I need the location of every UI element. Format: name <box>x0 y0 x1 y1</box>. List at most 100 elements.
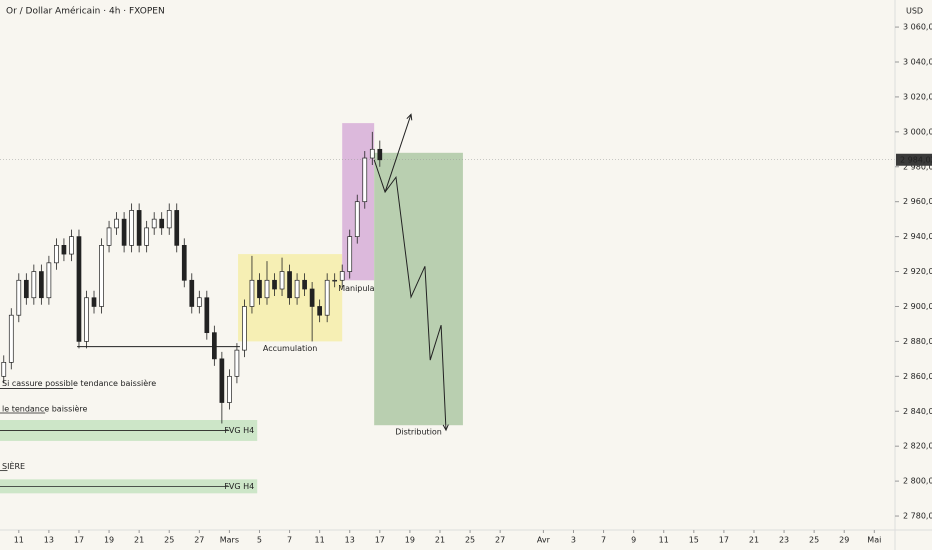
x-tick-label: 11 <box>14 536 24 545</box>
zone-label: Distribution <box>395 428 442 437</box>
candle-body <box>294 279 300 299</box>
y-tick-label: 2 820,00 <box>903 442 932 451</box>
candle-body <box>242 306 247 351</box>
y-tick-label: 2 780,00 <box>903 512 932 521</box>
y-tick-label: 3 040,00 <box>903 57 932 66</box>
x-tick-label: 29 <box>839 536 849 545</box>
level-label: SIÈRE <box>2 460 25 471</box>
candle-body <box>121 218 127 246</box>
candle-body <box>287 271 292 299</box>
candle-body <box>377 148 383 161</box>
y-unit: USD <box>906 7 923 16</box>
candle-body <box>106 227 112 246</box>
candle-body <box>69 236 74 255</box>
candle-body <box>174 210 180 246</box>
candle-body <box>114 218 119 229</box>
candle-body <box>219 358 225 403</box>
candle-body <box>369 148 375 159</box>
candle-body <box>31 271 37 299</box>
zone <box>374 152 463 426</box>
candle-body <box>362 157 368 203</box>
x-tick-label: 17 <box>719 536 729 545</box>
y-tick-label: 2 840,00 <box>903 407 932 416</box>
candle-body <box>272 279 277 290</box>
zone-label: Accumulation <box>263 344 318 353</box>
y-tick-label: 2 880,00 <box>903 337 932 346</box>
candle-body <box>8 314 14 363</box>
x-tick-label: Mai <box>867 536 881 545</box>
candle-body <box>196 297 202 307</box>
x-tick-label: 17 <box>74 536 84 545</box>
candle-body <box>16 279 22 316</box>
last-price-tag <box>896 153 932 166</box>
candle-body <box>1 362 7 377</box>
zone-label: FVG H4 <box>224 482 254 491</box>
candle-body <box>76 236 82 342</box>
x-tick-label: 21 <box>435 536 445 545</box>
candle-body <box>339 271 345 281</box>
y-tick-label: 3 060,00 <box>903 23 932 32</box>
x-tick-label: 17 <box>375 536 385 545</box>
candle-body <box>136 210 142 246</box>
candle-body <box>166 210 172 229</box>
x-tick-label: 7 <box>287 536 292 545</box>
x-tick-label: 19 <box>104 536 114 545</box>
chart-title: Or / Dollar Américain · 4h · FXOPEN <box>6 6 165 17</box>
x-tick-label: 9 <box>631 536 636 545</box>
x-tick-label: 25 <box>809 536 819 545</box>
y-tick-label: 2 900,00 <box>903 302 932 311</box>
y-tick-label: 2 980,00 <box>903 162 932 171</box>
candle-body <box>211 332 217 360</box>
candle-body <box>144 227 150 246</box>
x-tick-label: 13 <box>44 536 54 545</box>
x-tick-label: 3 <box>571 536 576 545</box>
y-tick-label: 2 800,00 <box>903 477 932 486</box>
candle-body <box>264 279 270 299</box>
y-tick-label: 2 920,00 <box>903 267 932 276</box>
candle-body <box>151 218 157 229</box>
breakout-line <box>384 114 412 193</box>
breakout-arrowhead <box>406 113 413 121</box>
candle-body <box>257 279 262 299</box>
projection-arrowhead <box>442 424 449 432</box>
candle-body <box>23 279 29 299</box>
candle-body <box>302 279 307 290</box>
candle-body <box>54 245 59 264</box>
y-tick-label: 2 860,00 <box>903 372 932 381</box>
zone-label: FVG H4 <box>224 426 254 435</box>
projection-path <box>373 159 447 431</box>
candle-body <box>279 271 285 290</box>
candle-body <box>347 236 353 272</box>
x-tick-label: 11 <box>659 536 669 545</box>
x-tick-label: 27 <box>495 536 505 545</box>
candle-body <box>324 279 330 316</box>
candle-body <box>227 375 232 403</box>
y-tick-label: 2 940,00 <box>903 232 932 241</box>
candle-body <box>39 271 44 299</box>
x-tick-label: Mars <box>220 536 239 545</box>
level-label: Si cassure possible tendance baissière <box>2 378 156 388</box>
x-tick-label: 25 <box>465 536 475 545</box>
candle-body <box>249 279 255 307</box>
x-tick-label: 27 <box>194 536 204 545</box>
candle-body <box>159 218 165 229</box>
plot-area: Accumulation Manipulation Distribution FVG … <box>0 113 895 494</box>
candle-body <box>46 262 52 299</box>
last-price-label: 2 984,02 <box>900 155 932 164</box>
x-tick-label: 5 <box>257 536 262 545</box>
candle-body <box>91 297 97 307</box>
candle-body <box>332 279 338 282</box>
candle-body <box>317 306 322 316</box>
candle-body <box>129 210 134 246</box>
y-tick-label: 2 960,00 <box>903 197 932 206</box>
x-tick-label: 13 <box>345 536 355 545</box>
x-tick-label: 7 <box>601 536 606 545</box>
level-label: le tendance baissière <box>2 403 88 413</box>
zone-label: Manipulation <box>338 284 390 293</box>
candle-body <box>354 201 360 237</box>
y-tick-label: 3 020,00 <box>903 92 932 101</box>
x-tick-label: 19 <box>405 536 415 545</box>
x-tick-label: Avr <box>537 536 551 545</box>
